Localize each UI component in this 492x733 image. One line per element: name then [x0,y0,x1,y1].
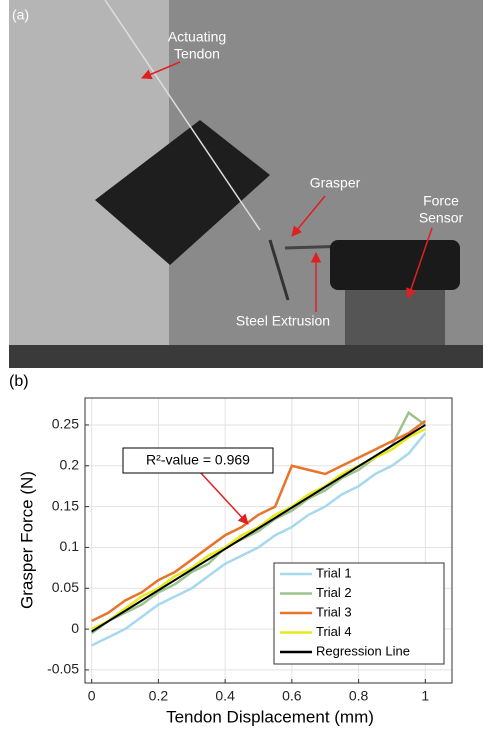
y-tick-label: 0.2 [60,456,80,472]
annotation: Actuating [168,29,226,45]
photo-panel: (a) Actuating Tendon Grasper Force Senso… [9,0,483,368]
sensor-body [345,290,445,350]
arrow [406,227,433,299]
annotation-arrow [199,471,249,525]
x-tick-label: 0 [88,688,96,704]
legend-label: Trial 3 [316,604,352,619]
x-tick-label: 0.8 [349,688,369,704]
grasper-mount [95,120,270,265]
y-axis-label: Grasper Force (N) [17,471,36,609]
x-tick-label: 0.4 [215,688,235,704]
panel-label: (a) [12,7,29,23]
y-tick-label: -0.05 [47,661,79,677]
annotation: Tendon [174,46,220,62]
tendon [104,0,261,231]
data-line [91,424,426,633]
annotation: Force [423,193,459,209]
annotation: R²-value = 0.969 [146,452,250,468]
y-tick-label: 0.25 [52,416,79,432]
panel-label: (b) [9,373,29,390]
legend-label: Trial 2 [316,585,352,600]
arrow [141,61,181,80]
legend-label: Trial 1 [316,565,352,580]
annotation-box [122,447,274,474]
data-line [91,419,427,623]
annotation: Steel Extrusion [236,313,330,329]
legend-label: Trial 4 [316,624,352,639]
y-tick-label: 0.05 [52,579,79,595]
grasper-jaw [268,239,290,301]
y-tick-label: 0.15 [52,497,79,513]
arrow [291,195,326,237]
x-tick-label: 0.6 [282,688,302,704]
x-axis-label: Tendon Displacement (mm) [166,707,374,726]
axes-frame [84,397,453,684]
y-tick-label: 0 [71,620,79,636]
x-tick-label: 0.2 [149,688,169,704]
y-tick-label: 0.1 [60,538,80,554]
legend-label: Regression Line [316,643,410,658]
data-line [91,432,427,647]
annotation: Sensor [419,210,464,226]
annotation: Grasper [310,175,361,191]
x-tick-label: 1 [421,688,429,704]
sensor-top [330,240,460,290]
table [9,345,483,368]
